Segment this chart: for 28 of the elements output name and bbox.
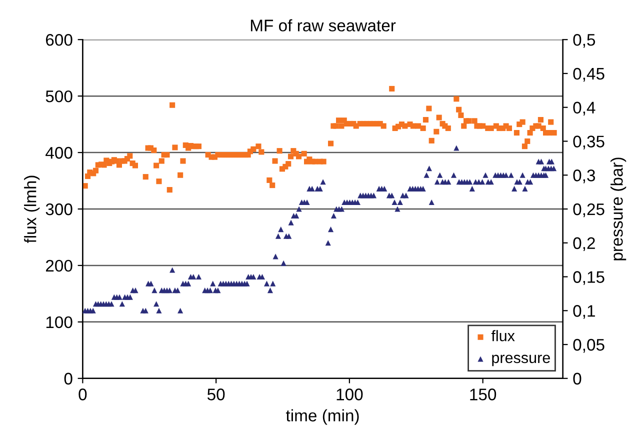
- y2-tick-label: 0,5: [573, 34, 596, 48]
- x-axis-title: time (min): [286, 409, 359, 425]
- y-tick-label: 200: [46, 260, 72, 272]
- x-tick-label: 100: [336, 388, 363, 400]
- x-tick-label: 150: [470, 388, 496, 400]
- y-tick-label: 300: [46, 203, 72, 216]
- y2-tick-label: 0,2: [573, 237, 595, 252]
- legend-label: pressure: [492, 354, 550, 366]
- y2-axis-title: pressure (bar): [610, 158, 626, 260]
- y2-tick-label: 0,35: [573, 136, 604, 150]
- y-tick-label: 100: [46, 316, 72, 328]
- y2-tick-label: 0,15: [573, 271, 604, 285]
- x-tick-label: 0: [78, 388, 87, 400]
- y2-tick-label: 0,45: [573, 68, 604, 82]
- y-tick-label: 600: [46, 34, 72, 46]
- y2-tick-label: 0,05: [573, 338, 604, 353]
- y2-tick-label: 0,25: [573, 203, 604, 218]
- chart-title: MF of raw seawater: [250, 19, 396, 32]
- y-tick-label: 500: [46, 90, 72, 102]
- x-tick-label: 50: [207, 388, 225, 400]
- y2-tick-label: 0: [573, 372, 582, 385]
- y-tick-label: 400: [46, 146, 72, 159]
- y-tick-label: 0: [64, 372, 72, 385]
- y2-tick-label: 0,4: [573, 102, 596, 116]
- y-axis-title: flux (lmh): [24, 176, 40, 244]
- y2-tick-label: 0,1: [573, 305, 595, 319]
- legend-label: flux: [491, 330, 515, 342]
- y2-tick-label: 0,3: [573, 170, 596, 184]
